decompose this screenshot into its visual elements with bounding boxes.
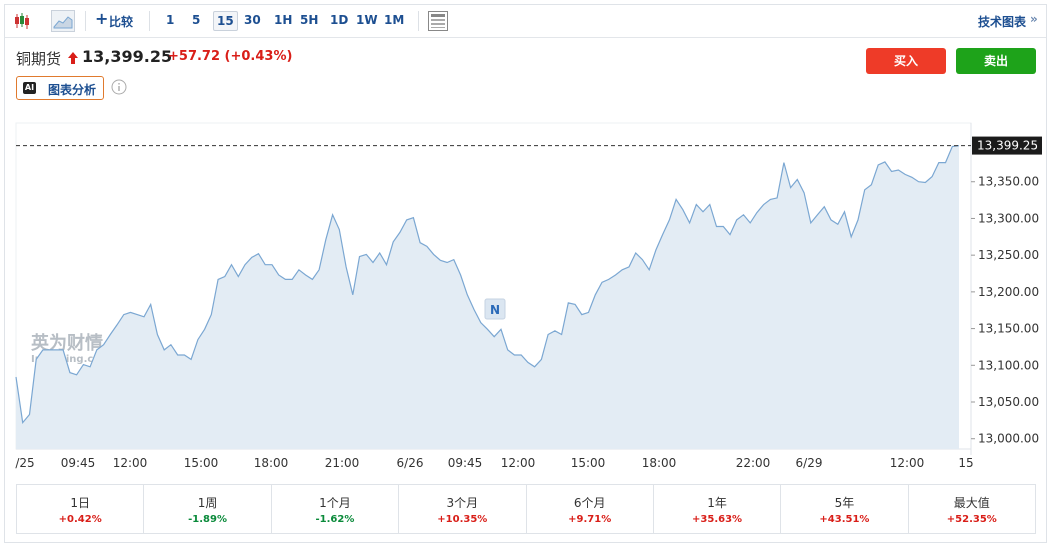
y-tick-label: 13,150.00 [978, 322, 1039, 336]
area-icon[interactable] [51, 10, 75, 32]
ai-label: 图表分析 [48, 83, 97, 97]
period-change: +9.71% [568, 514, 612, 525]
interval-button[interactable]: 5 [192, 13, 201, 27]
y-tick-label: 13,250.00 [978, 248, 1039, 262]
period-label: 1周 [197, 496, 218, 510]
x-tick-label: 12:00 [890, 456, 925, 470]
interval-button[interactable]: 1W [356, 13, 378, 27]
y-tick-label: 13,350.00 [978, 175, 1039, 189]
last-price-label: 13,399.25 [977, 139, 1038, 153]
performance-cell: 3个月 +10.35% [399, 485, 527, 533]
period-label: 5年 [834, 496, 855, 510]
period-change: +52.35% [946, 514, 997, 525]
performance-table: 1日 +0.42% 1周 -1.89% 1个月 -1.62% 3个月 +10.35% 6个月 +9… [16, 484, 1036, 534]
interval-button[interactable]: 1 [166, 13, 175, 27]
ai-badge: AI [23, 82, 36, 94]
chevron-icon: » [1030, 12, 1038, 26]
last-price-tag [972, 136, 1042, 155]
performance-cell: 1日 +0.42% [17, 485, 145, 533]
ai-analysis-button[interactable]: AI 图表分析 [16, 76, 104, 100]
x-tick-label: 15:00 [184, 456, 219, 470]
x-tick-label: 15 [958, 456, 973, 470]
technical-chart-link[interactable]: 技术图表 [978, 15, 1027, 29]
period-change: +35.63% [692, 514, 743, 525]
interval-button[interactable]: 1M [384, 13, 405, 27]
performance-cell: 1年 +35.63% [654, 485, 782, 533]
x-tick-label: 18:00 [254, 456, 289, 470]
period-label: 3个月 [446, 496, 479, 510]
x-tick-label: 6/26 [397, 456, 424, 470]
separator [149, 11, 150, 31]
info-icon[interactable] [111, 79, 127, 95]
candle-icon[interactable] [13, 12, 31, 30]
interval-button[interactable]: 1D [330, 13, 349, 27]
x-tick-label: 21:00 [325, 456, 360, 470]
sell-button[interactable]: 卖出 [956, 48, 1036, 74]
news-marker-box [484, 298, 506, 320]
plus-icon[interactable]: + [95, 9, 109, 28]
period-change: +10.35% [437, 514, 488, 525]
price-line [15, 145, 960, 425]
x-tick-label: 12:00 [113, 456, 148, 470]
y-tick-label: 13,000.00 [978, 432, 1039, 446]
watermark-en: Investing.com [31, 354, 111, 365]
buy-button[interactable]: 买入 [866, 48, 946, 74]
instrument-name: 铜期货 [16, 50, 62, 68]
watermark-cn: 英为财情 [30, 332, 103, 354]
x-tick-label: 09:45 [448, 456, 483, 470]
interval-button[interactable]: 1H [274, 13, 293, 27]
period-label: 1个月 [319, 496, 351, 510]
period-change: -1.89% [188, 514, 227, 525]
performance-cell: 1周 -1.89% [144, 485, 272, 533]
performance-cell: 1个月 -1.62% [272, 485, 400, 533]
y-tick-label: 13,100.00 [978, 358, 1039, 372]
x-tick-label: 6/29 [796, 456, 823, 470]
separator [418, 11, 419, 31]
x-tick-label: 12:00 [501, 456, 536, 470]
y-tick-label: 13,200.00 [978, 285, 1039, 299]
interval-button[interactable]: 30 [244, 13, 261, 27]
change-percent: (+0.43%) [224, 49, 293, 64]
x-tick-label: 09:45 [61, 456, 96, 470]
interval-button[interactable]: 15 [213, 11, 238, 31]
period-label: 1年 [707, 496, 727, 510]
performance-cell: 5年 +43.51% [781, 485, 909, 533]
interval-button[interactable]: 5H [300, 13, 319, 27]
y-tick-label: 13,050.00 [978, 395, 1039, 409]
x-tick-label: /25 [15, 456, 34, 470]
x-tick-label: 18:00 [642, 456, 677, 470]
y-tick-label: 13,300.00 [978, 211, 1039, 225]
news-marker[interactable]: N [490, 303, 500, 317]
toolbar: + 比较 1 5 15 30 1H 5H 1D 1W 1M 技术图表 » [5, 5, 1046, 38]
x-tick-label: 15:00 [571, 456, 606, 470]
layout-icon[interactable] [427, 10, 449, 32]
period-label: 6个月 [573, 496, 606, 510]
period-change: +43.51% [819, 514, 870, 525]
performance-cell: 6个月 +9.71% [527, 485, 654, 533]
price-chart: 13,000.00 13,050.00 13,100.00 13,150.00 13,2… [15, 122, 1042, 470]
x-tick-label: 22:00 [736, 456, 771, 470]
period-label: 最大值 [953, 496, 990, 510]
widget: + 比较 1 5 15 30 1H 5H 1D 1W 1M 技术图表 » 铜期货 13,399.… [4, 4, 1047, 543]
period-change: +0.42% [58, 514, 102, 525]
up-arrow [68, 52, 78, 64]
compare-button[interactable]: 比较 [109, 15, 134, 29]
period-change: -1.62% [315, 514, 355, 525]
separator [85, 11, 86, 31]
area-fill [16, 145, 959, 449]
period-label: 1日 [70, 496, 90, 510]
change-value: +57.72 [168, 49, 221, 64]
performance-cell: 最大值 +52.35% [909, 485, 1035, 533]
price-change: +57.72 (+0.43%) [168, 49, 292, 64]
last-price: 13,399.25 [82, 47, 173, 66]
